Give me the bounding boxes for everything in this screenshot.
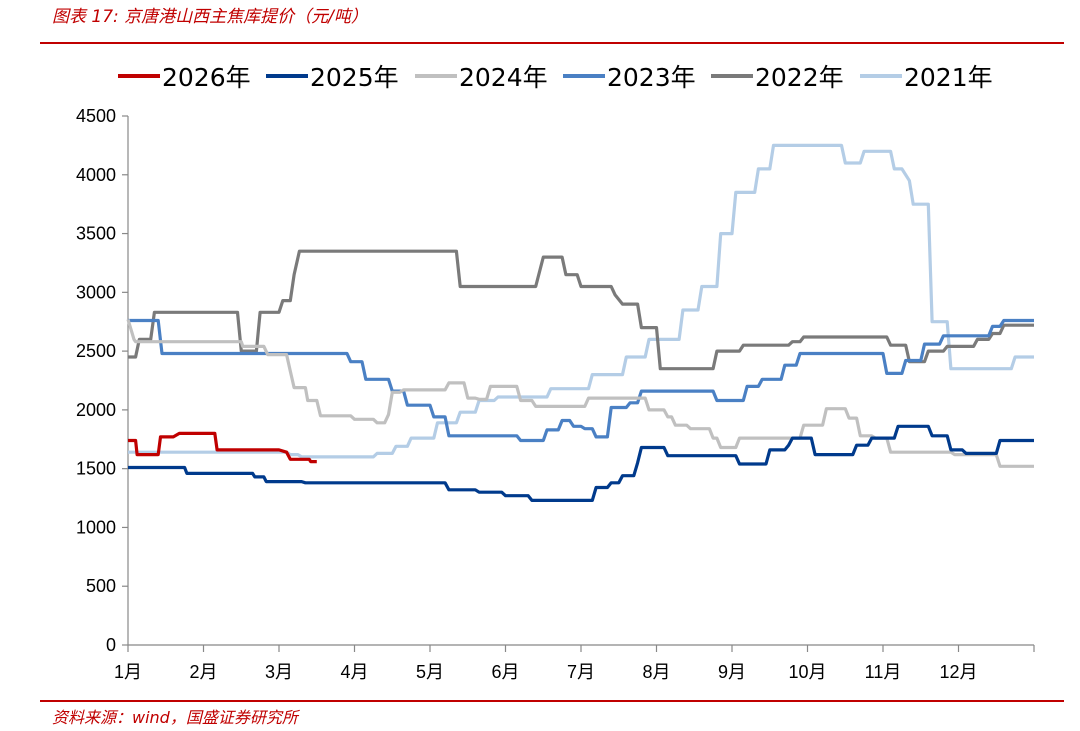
x-tick-label: 12月 (939, 662, 977, 682)
y-tick-label: 4500 (76, 106, 116, 126)
x-tick-label: 3月 (265, 662, 293, 682)
x-tick-label: 10月 (788, 662, 826, 682)
legend-label: 2023年 (607, 63, 696, 92)
x-tick-label: 4月 (340, 662, 368, 682)
y-tick-label: 1000 (76, 517, 116, 537)
figure-title: 图表 17: 京唐港山西主焦库提价（元/吨） (52, 7, 368, 27)
x-tick-label: 7月 (567, 662, 595, 682)
series-line (128, 143, 1034, 459)
y-tick-label: 3500 (76, 224, 116, 244)
top-rule (40, 42, 1064, 44)
series-line (128, 249, 1034, 371)
x-tick-label: 9月 (718, 662, 746, 682)
legend-label: 2021年 (904, 63, 993, 92)
y-tick-label: 4000 (76, 165, 116, 185)
series-line (128, 424, 1034, 502)
x-axis: 1月 2月 3月 4月 5月 6月 7月 8月 9月 10月 11月 12月 (114, 644, 1035, 682)
series-line (128, 318, 1034, 443)
series-line (126, 318, 1034, 468)
y-tick-label: 500 (86, 576, 116, 596)
x-tick-label: 5月 (416, 662, 444, 682)
y-tick-label: 2500 (76, 341, 116, 361)
y-tick-label: 2000 (76, 400, 116, 420)
x-tick-label: 8月 (642, 662, 670, 682)
series-line (128, 431, 317, 464)
x-tick-label: 2月 (189, 662, 217, 682)
source-note: 资料来源：wind，国盛证券研究所 (52, 708, 298, 727)
series-lines (126, 143, 1034, 502)
legend: 2026年 2025年 2024年 2023年 2022年 2021年 (118, 63, 993, 92)
y-tick-label: 1500 (76, 459, 116, 479)
legend-label: 2026年 (162, 63, 251, 92)
y-tick-label: 3000 (76, 282, 116, 302)
legend-label: 2025年 (310, 63, 399, 92)
y-tick-label: 0 (106, 635, 116, 655)
bottom-rule (40, 700, 1064, 702)
x-tick-label: 1月 (114, 662, 142, 682)
x-tick-label: 11月 (865, 662, 902, 682)
legend-label: 2024年 (459, 63, 548, 92)
legend-label: 2022年 (755, 63, 844, 92)
y-axis: 0 500 1000 1500 2000 2500 3000 3500 4000 4500 (76, 106, 129, 655)
x-tick-label: 6月 (491, 662, 519, 682)
